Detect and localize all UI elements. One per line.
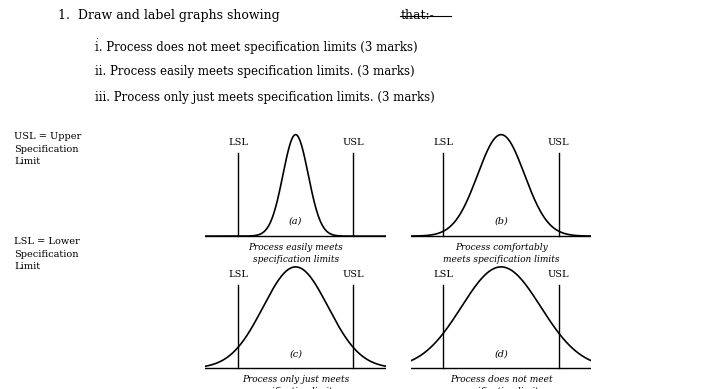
Text: (d): (d) [494,349,508,358]
Text: LSL = Lower
Specification
Limit: LSL = Lower Specification Limit [14,237,80,271]
Text: Process only just meets
specification limits.
Any shift or spread will
result in: Process only just meets specification li… [242,375,349,389]
Text: USL = Upper
Specification
Limit: USL = Upper Specification Limit [14,132,81,166]
Text: iii. Process only just meets specification limits. (3 marks): iii. Process only just meets specificati… [95,91,435,105]
Text: (c): (c) [289,349,302,358]
Text: 1.  Draw and label graphs showing: 1. Draw and label graphs showing [58,9,283,22]
Text: LSL: LSL [228,270,248,279]
Text: (b): (b) [494,217,508,226]
Text: USL: USL [342,270,364,279]
Text: Process comfortably
meets specification limits: Process comfortably meets specification … [443,243,559,264]
Text: that:-: that:- [400,9,434,22]
Text: USL: USL [548,270,570,279]
Text: USL: USL [342,138,364,147]
Text: LSL: LSL [228,138,248,147]
Text: USL: USL [548,138,570,147]
Text: ·: · [95,34,98,43]
Text: LSL: LSL [433,270,454,279]
Text: Process easily meets
specification limits: Process easily meets specification limit… [248,243,343,264]
Text: LSL: LSL [433,138,454,147]
Text: (a): (a) [289,217,302,226]
Text: Process does not meet
specification limits.
There are many failures: Process does not meet specification limi… [446,375,556,389]
Text: ii. Process easily meets specification limits. (3 marks): ii. Process easily meets specification l… [95,65,415,78]
Text: i. Process does not meet specification limits (3 marks): i. Process does not meet specification l… [95,41,417,54]
